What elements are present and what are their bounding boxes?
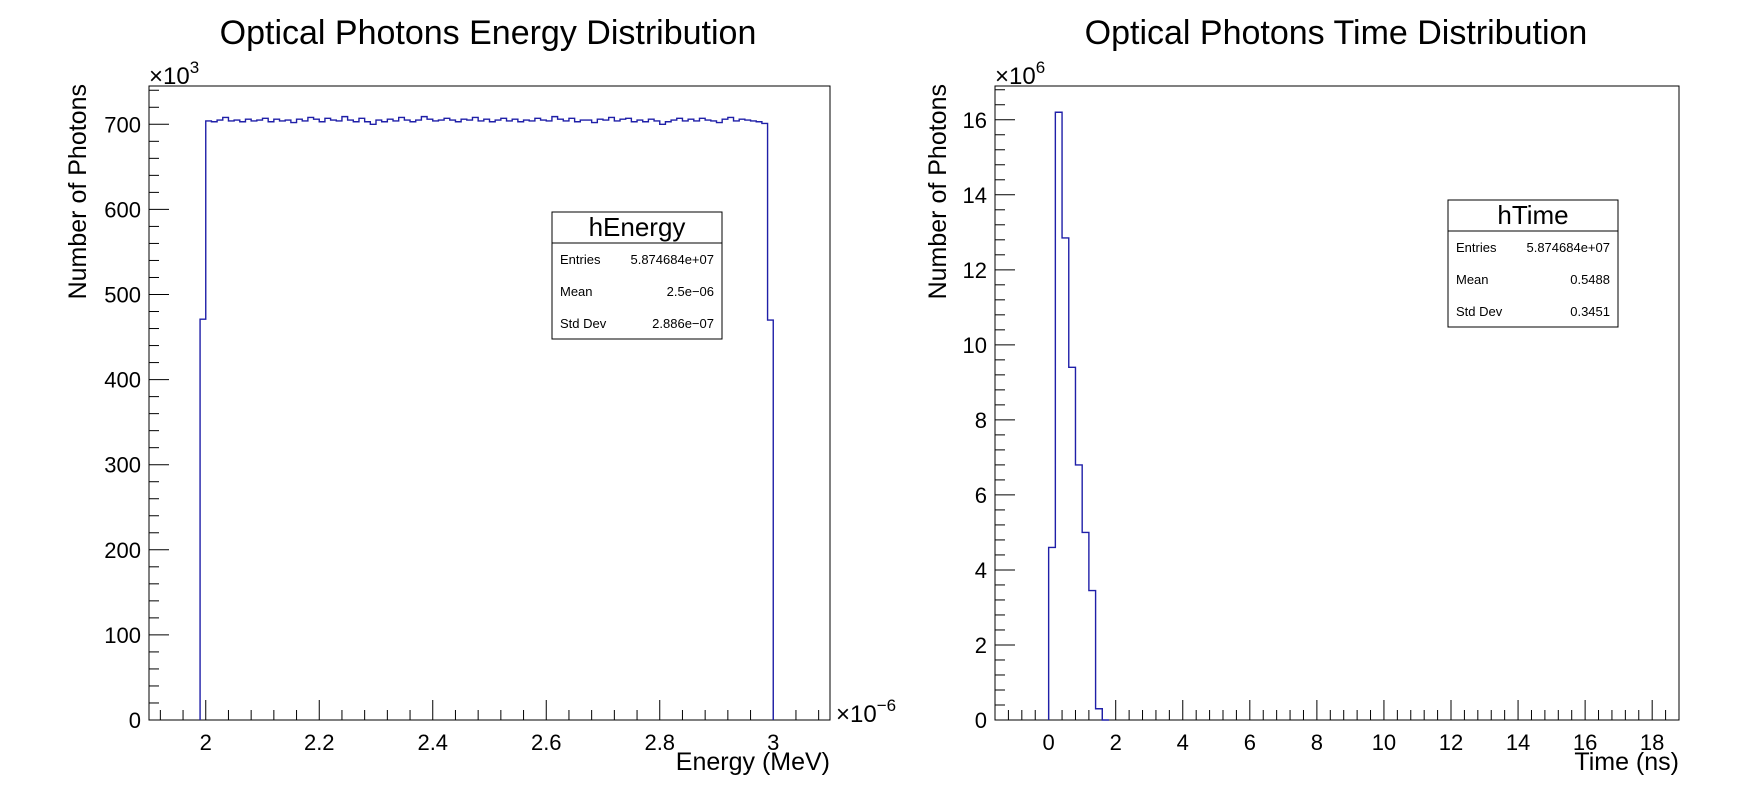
time-chart-title: Optical Photons Time Distribution <box>1085 14 1588 52</box>
time-x-tick-label: 18 <box>1640 730 1664 755</box>
energy-y-tick-label: 100 <box>104 623 141 648</box>
energy-stats-value: 2.886e−07 <box>652 316 714 331</box>
energy-y-tick-label: 500 <box>104 282 141 307</box>
energy-stats-value: 5.874684e+07 <box>630 252 714 267</box>
time-x-tick-label: 2 <box>1110 730 1122 755</box>
energy-x-axis: 2 2.2 2.4 2.6 2.8 3 <box>159 700 820 755</box>
time-stats-value: 5.874684e+07 <box>1526 240 1610 255</box>
energy-stats-title: hEnergy <box>589 212 686 242</box>
energy-y-tick-label: 300 <box>104 453 141 478</box>
time-y-tick-label: 14 <box>963 183 987 208</box>
time-x-tick-label: 12 <box>1439 730 1463 755</box>
time-y-tick-label: 12 <box>963 258 987 283</box>
time-stats-label: Entries <box>1456 240 1497 255</box>
energy-y-tick-label: 400 <box>104 368 141 393</box>
energy-y-tick-label: 700 <box>104 112 141 137</box>
energy-x-tick-label: 2.8 <box>644 730 675 755</box>
time-x-tick-label: 10 <box>1372 730 1396 755</box>
energy-stats-label: Mean <box>560 284 593 299</box>
time-y-tick-label: 2 <box>975 633 987 658</box>
time-stats-value: 0.3451 <box>1570 304 1610 319</box>
energy-x-tick-label: 2.6 <box>531 730 562 755</box>
time-stats-frame <box>1447 199 1619 328</box>
energy-x-tick-label: 2 <box>200 730 212 755</box>
time-histogram-line <box>1047 111 1109 721</box>
time-stats-box: hTime Entries 5.874684e+07 Mean 0.5488 S… <box>1447 199 1619 328</box>
time-y-tick-label: 8 <box>975 408 987 433</box>
time-stats-value: 0.5488 <box>1570 272 1610 287</box>
time-y-tick-label: 0 <box>975 708 987 733</box>
time-stats-title: hTime <box>1497 200 1568 230</box>
energy-stats-frame <box>551 211 723 340</box>
energy-stats-label: Std Dev <box>560 316 607 331</box>
time-y-axis: 0 2 4 6 8 10 12 14 16 <box>963 89 1015 733</box>
energy-x-tick-label: 2.4 <box>417 730 448 755</box>
time-x-tick-label: 4 <box>1177 730 1189 755</box>
time-y-tick-label: 6 <box>975 483 987 508</box>
time-y-tick-label: 16 <box>963 108 987 133</box>
energy-stats-label: Entries <box>560 252 601 267</box>
energy-chart-title: Optical Photons Energy Distribution <box>220 14 757 52</box>
time-x-tick-label: 16 <box>1573 730 1597 755</box>
energy-chart: Optical Photons Energy Distribution Numb… <box>64 14 896 776</box>
time-y-multiplier: ×106 <box>995 58 1045 90</box>
energy-x-multiplier: ×10−6 <box>836 696 896 728</box>
time-y-axis-label: Number of Photons <box>924 84 952 299</box>
energy-y-tick-label: 0 <box>129 708 141 733</box>
time-y-tick-label: 4 <box>975 558 987 583</box>
energy-y-tick-label: 600 <box>104 197 141 222</box>
time-x-axis-label: Time (ns) <box>1574 748 1679 776</box>
time-x-axis: 0 2 4 6 8 10 12 14 16 18 <box>994 700 1680 755</box>
energy-x-tick-label: 3 <box>767 730 779 755</box>
energy-y-multiplier: ×103 <box>149 58 199 90</box>
energy-y-axis: 0 100 200 300 400 500 600 700 <box>104 89 169 733</box>
time-stats-label: Std Dev <box>1456 304 1503 319</box>
time-x-tick-label: 6 <box>1244 730 1256 755</box>
time-stats-label: Mean <box>1456 272 1489 287</box>
energy-histogram-line <box>199 115 774 720</box>
time-plot-frame <box>994 85 1680 721</box>
energy-x-tick-label: 2.2 <box>304 730 335 755</box>
time-x-tick-label: 8 <box>1311 730 1323 755</box>
energy-stats-box: hEnergy Entries 5.874684e+07 Mean 2.5e−0… <box>551 211 723 340</box>
time-x-tick-label: 14 <box>1506 730 1530 755</box>
time-chart: Optical Photons Time Distribution Number… <box>924 14 1680 776</box>
energy-y-tick-label: 200 <box>104 538 141 563</box>
time-y-tick-label: 10 <box>963 333 987 358</box>
energy-plot-frame <box>148 85 831 721</box>
energy-y-axis-label: Number of Photons <box>64 84 92 299</box>
energy-x-axis-label: Energy (MeV) <box>676 748 830 776</box>
time-x-tick-label: 0 <box>1043 730 1055 755</box>
energy-stats-value: 2.5e−06 <box>667 284 714 299</box>
